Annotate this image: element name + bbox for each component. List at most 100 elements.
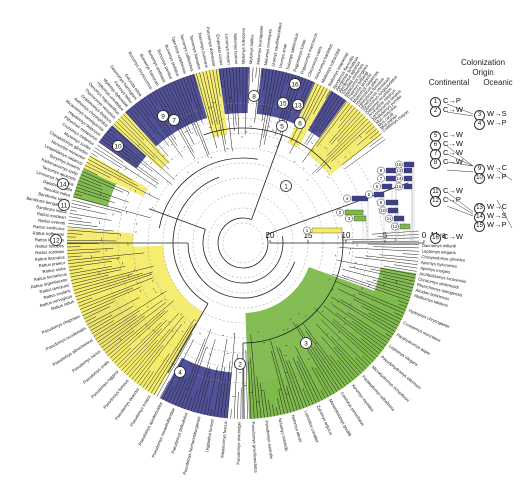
tip-branch	[78, 180, 103, 191]
tip-branch	[286, 385, 295, 412]
tip-label: Uromys anak	[278, 42, 288, 68]
internal-branch	[189, 363, 193, 365]
tip-label: Lenomys meyeri	[224, 34, 231, 65]
tip-branch	[200, 375, 211, 414]
tip-branch	[116, 322, 162, 366]
legend-connector	[446, 197, 474, 215]
tip-branch	[285, 360, 305, 409]
internal-branch	[136, 281, 138, 284]
tip-branch	[288, 360, 308, 408]
legend-transition: W→S	[487, 109, 507, 118]
internal-branch	[151, 206, 153, 209]
legend-transition: C→W	[443, 139, 463, 148]
tip-branch	[97, 315, 138, 343]
internal-branch	[150, 272, 152, 275]
tip-branch	[86, 162, 160, 201]
internal-branch	[289, 319, 292, 321]
age-bar-4	[351, 195, 369, 243]
tip-branch	[74, 190, 115, 204]
tip-label: Rattus hoffmanni	[33, 230, 65, 236]
legend-connector	[446, 161, 474, 167]
tip-branch	[263, 70, 277, 139]
internal-branch	[164, 298, 166, 301]
svg-text:6: 6	[376, 184, 379, 189]
internal-branch	[328, 278, 330, 281]
tip-branch	[84, 165, 111, 178]
node-marker-8: 8	[248, 90, 260, 102]
tip-branch	[360, 338, 380, 354]
internal-branch	[304, 315, 307, 318]
legend-transition: C→W	[443, 130, 463, 139]
clade-sector	[308, 90, 347, 138]
tip-branch	[83, 168, 98, 176]
internal-branch	[206, 347, 209, 349]
tip-label: Melomys rufescens	[241, 28, 246, 64]
internal-branch	[327, 176, 329, 179]
tip-branch	[170, 82, 190, 124]
tip-branch	[135, 103, 170, 147]
tip-branch	[292, 357, 314, 405]
internal-branch	[293, 160, 296, 163]
internal-branch	[208, 353, 211, 355]
tip-branch	[353, 298, 401, 323]
internal-branch	[98, 271, 100, 275]
tip-branch	[70, 209, 77, 212]
svg-text:15: 15	[279, 100, 287, 107]
tip-branch	[142, 371, 154, 388]
tip-label: Melomys cervinipes	[263, 29, 273, 66]
svg-text:5: 5	[368, 192, 371, 197]
internal-branch	[128, 157, 131, 161]
tip-branch	[296, 360, 317, 404]
tip-branch	[114, 347, 132, 364]
internal-branch	[203, 127, 332, 170]
tip-branch	[320, 319, 369, 367]
tip-branch	[79, 177, 102, 187]
tip-branch	[74, 193, 82, 197]
tip-branch	[393, 264, 418, 269]
node-marker-7: 7	[168, 114, 180, 126]
internal-branch	[192, 123, 195, 126]
tip-branch	[237, 391, 239, 419]
tip-branch	[126, 339, 158, 376]
tip-branch	[128, 328, 171, 378]
time-ring	[207, 207, 279, 279]
svg-text:14: 14	[396, 176, 402, 181]
legend-transition: W→P	[487, 220, 507, 229]
tip-branch	[394, 312, 404, 317]
tip-branch	[67, 248, 114, 251]
tip-branch	[120, 116, 145, 141]
age-bar-label-8: 8	[377, 166, 385, 175]
internal-branch	[125, 206, 127, 209]
internal-branch	[183, 321, 186, 324]
svg-text:7: 7	[172, 117, 176, 124]
tip-branch	[303, 85, 322, 121]
tip-branch	[248, 361, 252, 419]
tip-branch	[72, 265, 154, 288]
legend-number: 16	[430, 233, 441, 244]
tip-branch	[271, 350, 288, 414]
tip-branch	[69, 268, 83, 271]
internal-branch	[208, 372, 211, 374]
legend-subtitle: Origin	[472, 68, 494, 77]
tip-branch	[320, 389, 326, 399]
internal-branch	[395, 280, 398, 284]
tip-branch	[302, 388, 311, 406]
tip-branch	[229, 67, 235, 132]
tip-branch	[289, 86, 325, 154]
tip-branch	[306, 348, 335, 394]
tip-branch	[80, 174, 124, 193]
internal-branch	[116, 169, 119, 172]
tip-label: Pseudomys shortridgei	[236, 422, 242, 465]
tip-branch	[68, 260, 113, 268]
tip-branch	[337, 288, 402, 320]
internal-branch	[170, 143, 174, 146]
tip-branch	[89, 156, 133, 181]
tip-branch	[303, 323, 349, 385]
tip-branch	[181, 329, 212, 408]
legend-row-10: 10 W→P	[474, 172, 507, 184]
tip-branch	[397, 300, 409, 305]
tip-branch	[302, 81, 313, 103]
internal-branch	[202, 229, 284, 284]
internal-branch	[162, 154, 165, 157]
tip-branch	[76, 186, 109, 199]
